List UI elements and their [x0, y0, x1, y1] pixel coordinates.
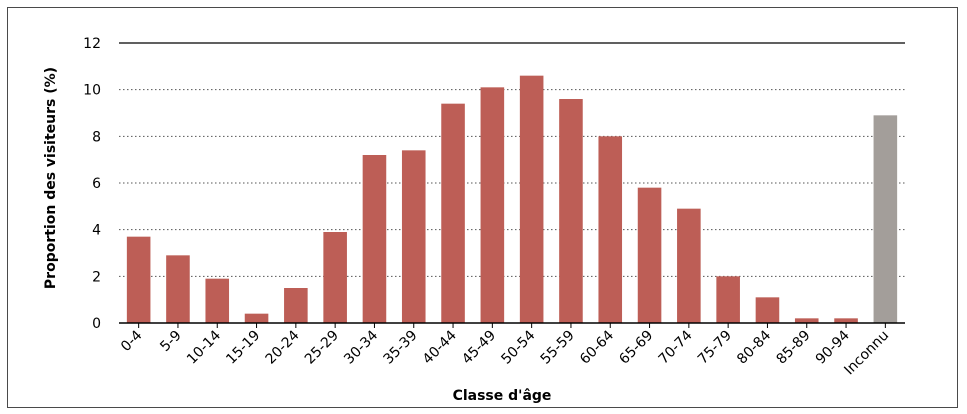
y-tick-labels: 0 2 4 6 8 10 12 — [83, 36, 101, 332]
x-tick-label: 30-34 — [341, 327, 381, 367]
bar — [598, 136, 622, 323]
bar — [716, 276, 740, 323]
bar — [756, 297, 780, 323]
bar — [127, 237, 151, 323]
x-tick-label: 75-79 — [695, 328, 735, 368]
bar — [441, 104, 465, 323]
bar — [323, 232, 347, 323]
y-tick-label: 2 — [92, 269, 101, 285]
y-tick-label: 4 — [92, 223, 101, 239]
x-tick-label: 60-64 — [577, 327, 617, 367]
bar — [166, 255, 190, 323]
x-tick-label: 25-29 — [302, 328, 342, 368]
y-tick-label: 6 — [92, 176, 101, 192]
x-tick-label: 5-9 — [157, 328, 184, 355]
grid-lines — [119, 90, 905, 277]
bar — [677, 209, 701, 323]
x-tick-label: 55-59 — [538, 328, 578, 368]
x-tick-label: 35-39 — [380, 328, 420, 368]
x-tick-label: 45-49 — [459, 328, 499, 368]
x-tick-labels: 0-4 5-9 10-14 15-19 20-24 25-29 30-34 35-39 40-4… — [118, 327, 892, 378]
y-tick-label: 12 — [83, 36, 101, 52]
y-tick-label: 8 — [92, 129, 101, 145]
bar — [284, 288, 308, 323]
x-tick-label: 20-24 — [263, 327, 303, 367]
bar-unknown — [874, 115, 898, 323]
x-tick-label: 40-44 — [420, 327, 460, 367]
x-tick-label: 50-54 — [498, 327, 538, 367]
bar — [481, 87, 505, 323]
y-tick-label: 10 — [83, 83, 101, 99]
bar — [402, 150, 426, 323]
x-tick-label: 15-19 — [223, 328, 263, 368]
bar — [245, 314, 269, 323]
x-axis-title: Classe d'âge — [453, 388, 552, 404]
bar — [520, 76, 544, 323]
x-tick-label: 85-89 — [773, 328, 813, 368]
bars — [127, 76, 897, 323]
y-tick-label: 0 — [92, 316, 101, 332]
bar — [363, 155, 387, 323]
x-tick-label: 65-69 — [616, 328, 656, 368]
x-tick-label: 80-84 — [734, 327, 774, 367]
y-axis-title: Proportion des visiteurs (%) — [43, 67, 59, 289]
bar — [205, 279, 229, 323]
x-tick-label: 70-74 — [656, 327, 696, 367]
bar — [559, 99, 583, 323]
axes — [119, 43, 905, 328]
bar — [638, 188, 662, 323]
x-tick-label: 10-14 — [184, 327, 224, 367]
x-tick-label: 0-4 — [118, 327, 146, 355]
